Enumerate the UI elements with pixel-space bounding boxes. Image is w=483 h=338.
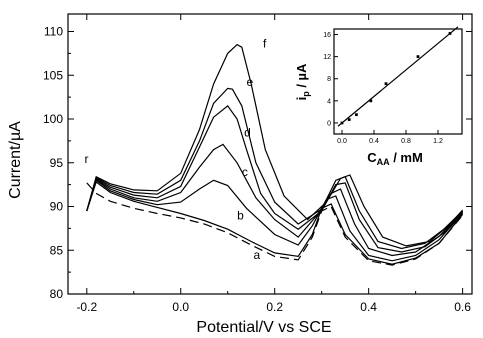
y-tick-label: 85 <box>50 243 64 257</box>
main-plot-frame <box>67 13 473 295</box>
inset-data-point <box>347 118 351 122</box>
curve-label-c: c <box>242 165 248 179</box>
inset-data-point <box>384 82 388 86</box>
curve-labels-group: r a b c d e f <box>84 36 267 262</box>
inset-frame <box>333 28 463 135</box>
inset-data-point <box>340 121 344 125</box>
curve-b <box>86 179 464 262</box>
x-axis-label: Potential/V vs SCE <box>196 319 331 336</box>
inset-x-tick-label: 0.8 <box>401 138 411 145</box>
y-tick-label: 95 <box>50 156 64 170</box>
curve-d <box>86 105 464 253</box>
inset-x-tick-label: 0.4 <box>369 138 379 145</box>
inset-x-label-suffix: / mM <box>390 150 423 165</box>
x-tick-label: 0.2 <box>266 300 283 314</box>
inset-data-point <box>369 99 373 103</box>
y-tick-label: 80 <box>50 287 64 301</box>
curve-label-e: e <box>247 75 254 89</box>
x-tick-label: 0.0 <box>172 300 189 314</box>
curve-label-d: d <box>244 126 251 140</box>
inset-y-tick-label: 0 <box>327 120 331 127</box>
y-axis-label: Current/µA <box>7 121 24 199</box>
inset-x-axis-label: CAA / mM <box>367 150 423 167</box>
inset-y-tick-label: 16 <box>323 32 331 39</box>
main-series-group <box>86 43 464 266</box>
curve-c <box>86 143 464 257</box>
x-tick-label: 0.4 <box>360 300 377 314</box>
x-tick-label: -0.2 <box>76 300 97 314</box>
inset-y-tick-label: 4 <box>327 98 331 105</box>
x-tick-label: 0.6 <box>454 300 471 314</box>
curve-label-a: a <box>254 248 261 262</box>
inset-y-axis-label: ip / µA <box>294 63 311 100</box>
inset-axes-group: 0.0 0.4 0.8 1.2 0 4 8 12 16 <box>323 28 463 145</box>
inset-data-point <box>355 113 358 117</box>
curve-label-b: b <box>237 209 244 223</box>
inset-data-point <box>416 55 420 59</box>
inset-x-label-main: C <box>367 150 377 165</box>
curve-label-f: f <box>263 36 267 50</box>
inset-y-tick-label: 8 <box>327 76 331 83</box>
curve-e <box>86 87 464 250</box>
inset-data-point <box>448 32 452 35</box>
inset-y-label-main: i <box>294 97 309 101</box>
curve-f <box>86 43 464 247</box>
curve-a <box>86 181 464 265</box>
inset-x-tick-label: 0.0 <box>337 138 347 145</box>
inset-fit-line <box>337 26 459 127</box>
y-tick-label: 105 <box>43 68 63 82</box>
inset-y-tick-label: 12 <box>323 54 331 61</box>
inset-plot: 0.0 0.4 0.8 1.2 0 4 8 12 16 CAA / mM ip / µA <box>294 26 463 167</box>
inset-series-group <box>337 26 459 127</box>
inset-y-label-suffix: / µA <box>294 63 309 91</box>
inset-y-label-sub: p <box>301 91 311 97</box>
curve-label-r: r <box>84 152 88 166</box>
y-tick-label: 100 <box>43 112 63 126</box>
curve-r <box>86 182 464 266</box>
inset-x-tick-label: 1.2 <box>433 138 443 145</box>
y-tick-label: 110 <box>44 25 63 39</box>
inset-x-label-sub: AA <box>377 157 390 167</box>
y-tick-label: 90 <box>50 200 64 214</box>
